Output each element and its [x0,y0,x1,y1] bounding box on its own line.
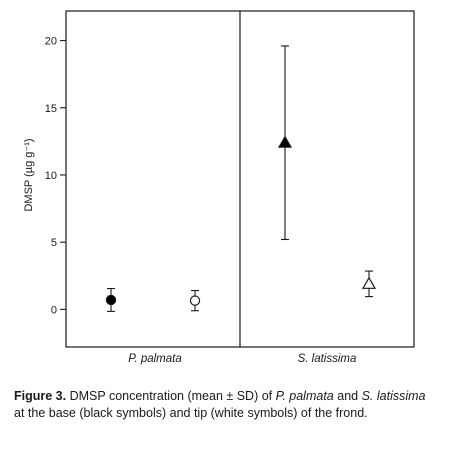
caption-text-3: at the base (black symbols) and tip (whi… [14,405,368,420]
y-axis-label: DMSP (µg g⁻¹) [23,138,35,211]
chart: 0 5 10 15 20 DMSP (µg g⁻¹) P. palmata S. lat… [23,10,415,365]
data-point-tip [361,270,377,298]
caption-species-2: S. latissima [361,389,426,403]
y-tick-label: 0 [51,304,57,316]
caption-species-1: P. palmata [275,389,334,403]
y-tick-label: 10 [45,170,57,182]
y-tick-label: 15 [45,103,57,115]
data-point-base [277,45,293,241]
caption-text-2: and [333,389,362,403]
data-point-tip [189,290,201,312]
y-axis: 0 5 10 15 20 [45,36,66,316]
triangle-marker [277,135,293,148]
data-point-base [105,287,117,312]
data-marks [105,45,377,312]
y-tick-label: 5 [51,237,57,249]
circle-marker [189,295,201,306]
category-label-s-latissima: S. latissima [298,353,357,365]
triangle-marker [361,276,377,289]
caption-label: Figure 3. [14,389,67,403]
circle-marker [105,294,117,306]
figure-caption: Figure 3. DMSP concentration (mean ± SD)… [14,388,434,421]
caption-text-1: DMSP concentration (mean ± SD) of [69,389,276,403]
category-label-p-palmata: P. palmata [128,353,182,365]
y-tick-label: 20 [45,36,57,48]
